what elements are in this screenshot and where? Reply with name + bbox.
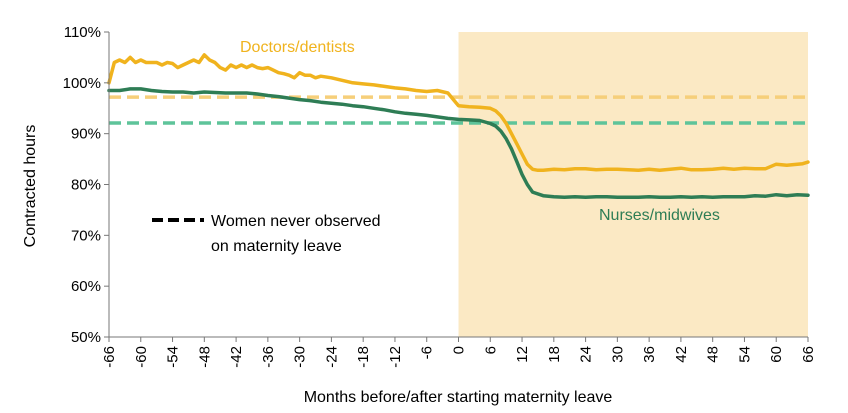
x-tick-label: -18 [355,346,372,368]
x-tick-label: 0 [451,346,468,354]
x-tick-label: -12 [387,346,404,368]
x-tick-label: 24 [578,346,595,363]
y-tick-label: 100% [63,75,101,92]
series-label-doctors: Doctors/dentists [240,39,355,56]
y-axis-title: Contracted hours [22,125,39,248]
legend-label-line2: on maternity leave [211,238,342,255]
x-axis-title: Months before/after starting maternity l… [304,389,613,406]
x-tick-label: 30 [609,346,626,363]
y-tick-label: 60% [71,278,101,295]
x-tick-label: -36 [260,346,277,368]
legend: Women never observed on maternity leave [152,213,381,255]
x-tick-label: 6 [482,346,499,354]
x-tick-label: 12 [514,346,531,363]
y-axis: 50% 60% 70% 80% 90% 100% 110% [63,24,110,346]
x-tick-label: -42 [228,346,245,368]
x-axis: -66 -60 -54 -48 -42 -36 -30 -24 -18 -12 -6 0 6 12 18 24… [101,336,817,368]
plot-area [107,32,810,337]
series-line-1 [107,87,810,199]
x-tick-label: 66 [800,346,817,363]
x-tick-label: 18 [546,346,563,363]
y-tick-label: 50% [71,329,101,346]
y-tick-label: 110% [64,24,101,41]
series-line-0 [107,53,810,173]
y-tick-label: 80% [71,177,101,194]
x-tick-label: -54 [165,346,182,368]
x-tick-label: 48 [705,346,722,363]
x-tick-label: 36 [641,346,658,363]
x-tick-label: 60 [768,346,785,363]
x-tick-label: 42 [673,346,690,363]
legend-label-line1: Women never observed [211,213,381,230]
shaded-region [458,32,808,337]
series-label-nurses: Nurses/midwives [599,207,720,224]
x-tick-label: -66 [101,346,118,368]
x-tick-label: -6 [419,346,436,359]
y-tick-label: 90% [71,126,101,143]
x-tick-label: -48 [196,346,213,368]
x-tick-label: 54 [736,346,753,363]
x-tick-label: -60 [133,346,150,368]
y-tick-label: 70% [71,227,101,244]
x-tick-label: -30 [292,346,309,368]
x-tick-label: -24 [323,346,340,368]
